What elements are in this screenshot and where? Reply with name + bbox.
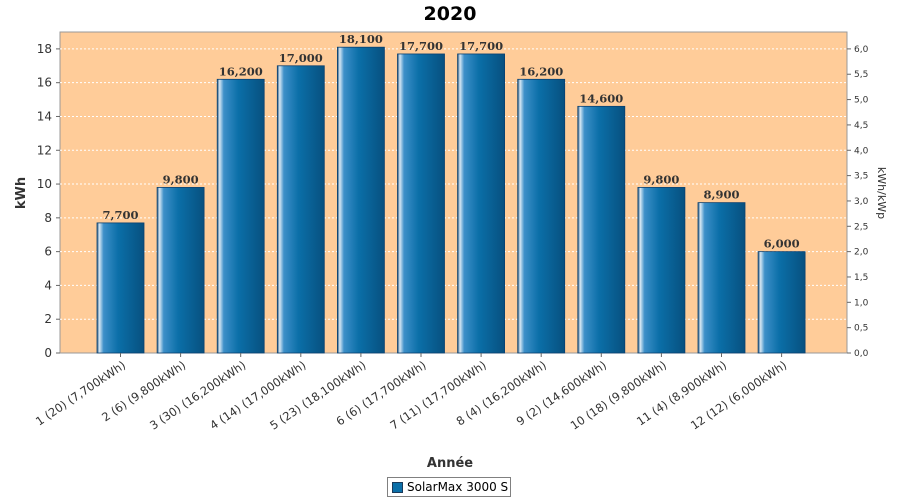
bar — [637, 187, 686, 354]
bar-value-label: 8,900 — [703, 188, 739, 202]
right-tick-label: 5,0 — [854, 96, 869, 106]
bar — [156, 187, 205, 354]
bar-value-label: 9,800 — [643, 172, 679, 186]
y-tick-label: 8 — [44, 211, 52, 225]
bar-value-label: 16,200 — [219, 64, 263, 78]
bar — [577, 105, 626, 354]
y-tick-label: 10 — [37, 177, 52, 191]
chart-title: 2020 — [424, 3, 477, 25]
right-tick-label: 0,5 — [854, 324, 868, 334]
right-tick-label: 6,0 — [854, 45, 869, 55]
bar-value-label: 9,800 — [163, 172, 199, 186]
bar — [457, 53, 506, 354]
right-axis: 0,0 0,5 1,0 1,5 2,0 2,5 3,0 3,5 4,0 4,5 5,0 5,5 6,0 — [847, 45, 869, 359]
bar — [336, 46, 385, 354]
bar — [757, 251, 806, 354]
legend: SolarMax 3000 S — [387, 477, 511, 497]
bar — [216, 78, 265, 354]
y-tick-label: 18 — [37, 42, 52, 56]
bar — [276, 65, 325, 354]
y-tick-label: 6 — [44, 245, 52, 259]
right-tick-label: 5,5 — [854, 70, 868, 80]
right-tick-label: 4,0 — [854, 146, 869, 156]
right-tick-label: 2,5 — [854, 222, 868, 232]
y-tick-label: 2 — [44, 312, 52, 326]
bar — [697, 202, 746, 354]
y-tick-label: 16 — [37, 76, 52, 90]
bar-layer: 7,700 9,800 16,200 17,000 18,100 17,700 17,700… — [96, 32, 806, 354]
category-axis: 1 (20) (7,700kWh)2 (6) (9,800kWh)3 (30) … — [33, 353, 789, 433]
y-tick-label: 0 — [44, 346, 52, 360]
bar-value-label: 17,000 — [279, 51, 323, 65]
grid-layer — [60, 48, 847, 320]
bar-value-label: 17,700 — [459, 39, 503, 53]
right-tick-label: 0,0 — [854, 349, 869, 359]
bar-value-label: 18,100 — [339, 32, 383, 46]
bar — [397, 53, 445, 354]
right-tick-label: 3,0 — [854, 197, 869, 207]
legend-label: SolarMax 3000 S — [407, 480, 509, 494]
right-tick-label: 2,0 — [854, 248, 869, 258]
bar-value-label: 16,200 — [519, 64, 563, 78]
right-tick-label: 3,5 — [854, 172, 868, 182]
left-axis: 0 2 4 6 8 10 12 14 16 18 — [37, 42, 60, 360]
x-axis-label: Année — [427, 456, 473, 471]
right-tick-label: 4,5 — [854, 121, 868, 131]
right-tick-label: 1,5 — [854, 273, 868, 283]
right-tick-label: 1,0 — [854, 298, 869, 308]
right-axis-label: kWh/kWp — [875, 167, 888, 219]
y-tick-label: 14 — [37, 109, 52, 123]
bar-value-label: 17,700 — [399, 39, 443, 53]
bar-value-label: 14,600 — [579, 91, 623, 105]
bar — [96, 222, 145, 354]
bar — [517, 78, 566, 354]
legend-swatch — [392, 481, 403, 493]
bar-value-label: 7,700 — [102, 208, 138, 222]
y-tick-label: 4 — [44, 278, 52, 292]
y-tick-label: 12 — [37, 143, 52, 157]
bar-value-label: 6,000 — [764, 237, 800, 251]
y-axis-label: kWh — [14, 177, 29, 209]
